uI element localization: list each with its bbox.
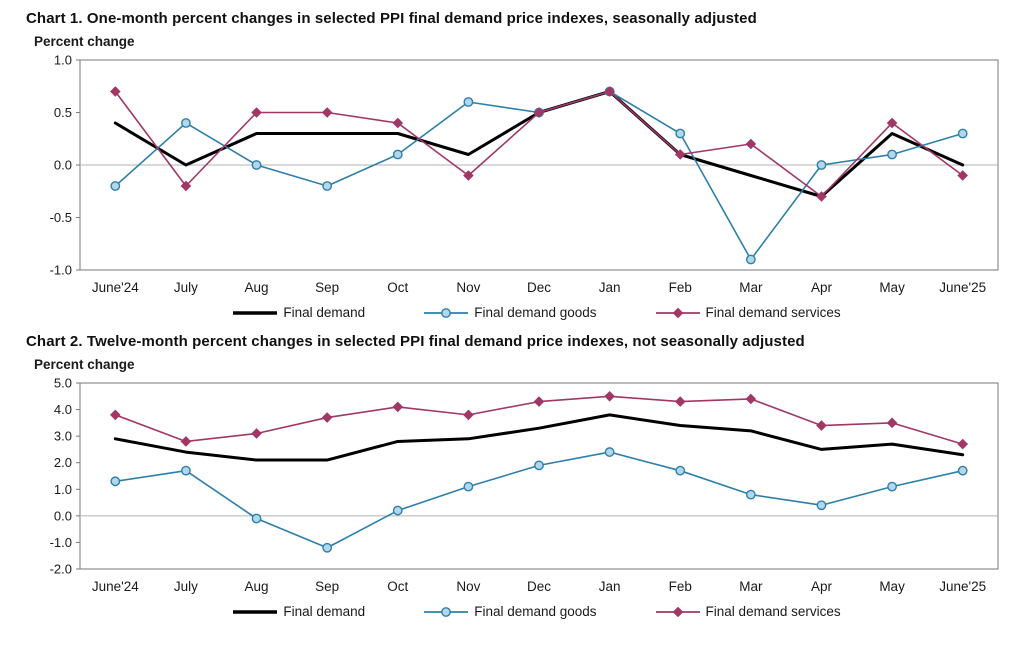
svg-text:3.0: 3.0 xyxy=(54,429,72,444)
legend-label: Final demand xyxy=(283,305,366,320)
svg-text:-0.5: -0.5 xyxy=(50,210,72,225)
chart-2-title: Chart 2. Twelve-month percent changes in… xyxy=(26,333,805,350)
legend-line-sample-icon xyxy=(655,307,700,318)
legend-label: Final demand services xyxy=(705,305,841,320)
legend-line-sample-icon xyxy=(424,606,469,617)
legend-label: Final demand goods xyxy=(474,305,597,320)
svg-text:Feb: Feb xyxy=(669,280,692,295)
chart-2-y-axis-title: Percent change xyxy=(34,357,135,372)
svg-text:Nov: Nov xyxy=(456,579,480,594)
svg-text:1.0: 1.0 xyxy=(54,482,72,497)
legend-line-sample-icon xyxy=(233,609,278,614)
chart-1-y-axis-title: Percent change xyxy=(34,34,135,49)
legend-item-final-demand-services: Final demand services xyxy=(655,604,841,619)
legend-item-final-demand-goods: Final demand goods xyxy=(423,305,597,320)
chart-1-title: Chart 1. One-month percent changes in se… xyxy=(26,10,757,27)
legend-line-sample-icon xyxy=(655,606,700,617)
svg-text:Jan: Jan xyxy=(599,280,621,295)
svg-text:Mar: Mar xyxy=(739,579,763,594)
svg-text:Dec: Dec xyxy=(527,280,551,295)
svg-text:Feb: Feb xyxy=(669,579,692,594)
legend-item-final-demand: Final demand xyxy=(232,604,365,619)
svg-text:July: July xyxy=(174,579,198,594)
legend-label: Final demand services xyxy=(705,604,841,619)
svg-text:4.0: 4.0 xyxy=(54,402,72,417)
chart-2-legend: Final demand Final demand goods Final dema… xyxy=(64,604,1009,619)
svg-text:Aug: Aug xyxy=(245,579,269,594)
chart-1-legend: Final demand Final demand goods Final dema… xyxy=(64,305,1009,320)
legend-item-final-demand-goods: Final demand goods xyxy=(423,604,597,619)
legend-item-final-demand-services: Final demand services xyxy=(655,305,841,320)
svg-text:Apr: Apr xyxy=(811,280,833,295)
svg-text:May: May xyxy=(879,280,905,295)
svg-text:Mar: Mar xyxy=(739,280,763,295)
ppi-charts-page: Chart 1. One-month percent changes in se… xyxy=(24,10,1009,619)
svg-text:Sep: Sep xyxy=(315,579,339,594)
chart-1-plot: -1.0 -0.5 0.0 0.5 1.0 June'24 July Aug Sep Oct Nov… xyxy=(50,53,999,295)
svg-text:Sep: Sep xyxy=(315,280,339,295)
svg-text:June'25: June'25 xyxy=(939,579,986,594)
svg-text:June'24: June'24 xyxy=(92,579,139,594)
legend-line-sample-icon xyxy=(424,307,469,318)
svg-text:June'24: June'24 xyxy=(92,280,139,295)
svg-text:Apr: Apr xyxy=(811,579,833,594)
svg-text:May: May xyxy=(879,579,905,594)
svg-text:Oct: Oct xyxy=(387,579,408,594)
svg-text:July: July xyxy=(174,280,198,295)
svg-text:Oct: Oct xyxy=(387,280,408,295)
svg-text:0.0: 0.0 xyxy=(54,158,72,173)
svg-text:-2.0: -2.0 xyxy=(50,562,72,577)
svg-text:June'25: June'25 xyxy=(939,280,986,295)
svg-text:Nov: Nov xyxy=(456,280,480,295)
chart-2: Chart 2. Twelve-month percent changes in… xyxy=(24,333,1009,619)
svg-text:0.5: 0.5 xyxy=(54,105,72,120)
svg-text:5.0: 5.0 xyxy=(54,376,72,391)
svg-text:Jan: Jan xyxy=(599,579,621,594)
legend-label: Final demand goods xyxy=(474,604,597,619)
svg-text:0.0: 0.0 xyxy=(54,508,72,523)
svg-text:-1.0: -1.0 xyxy=(50,535,72,550)
chart-2-plot: -2.0 -1.0 0.0 1.0 2.0 3.0 4.0 5.0 June'24 July Aug… xyxy=(50,376,999,594)
svg-text:2.0: 2.0 xyxy=(54,455,72,470)
chart-1: Chart 1. One-month percent changes in se… xyxy=(24,10,1009,320)
svg-text:Dec: Dec xyxy=(527,579,551,594)
legend-label: Final demand xyxy=(283,604,366,619)
svg-text:1.0: 1.0 xyxy=(54,53,72,68)
legend-line-sample-icon xyxy=(233,310,278,315)
legend-item-final-demand: Final demand xyxy=(232,305,365,320)
svg-text:-1.0: -1.0 xyxy=(50,263,72,278)
svg-text:Aug: Aug xyxy=(245,280,269,295)
